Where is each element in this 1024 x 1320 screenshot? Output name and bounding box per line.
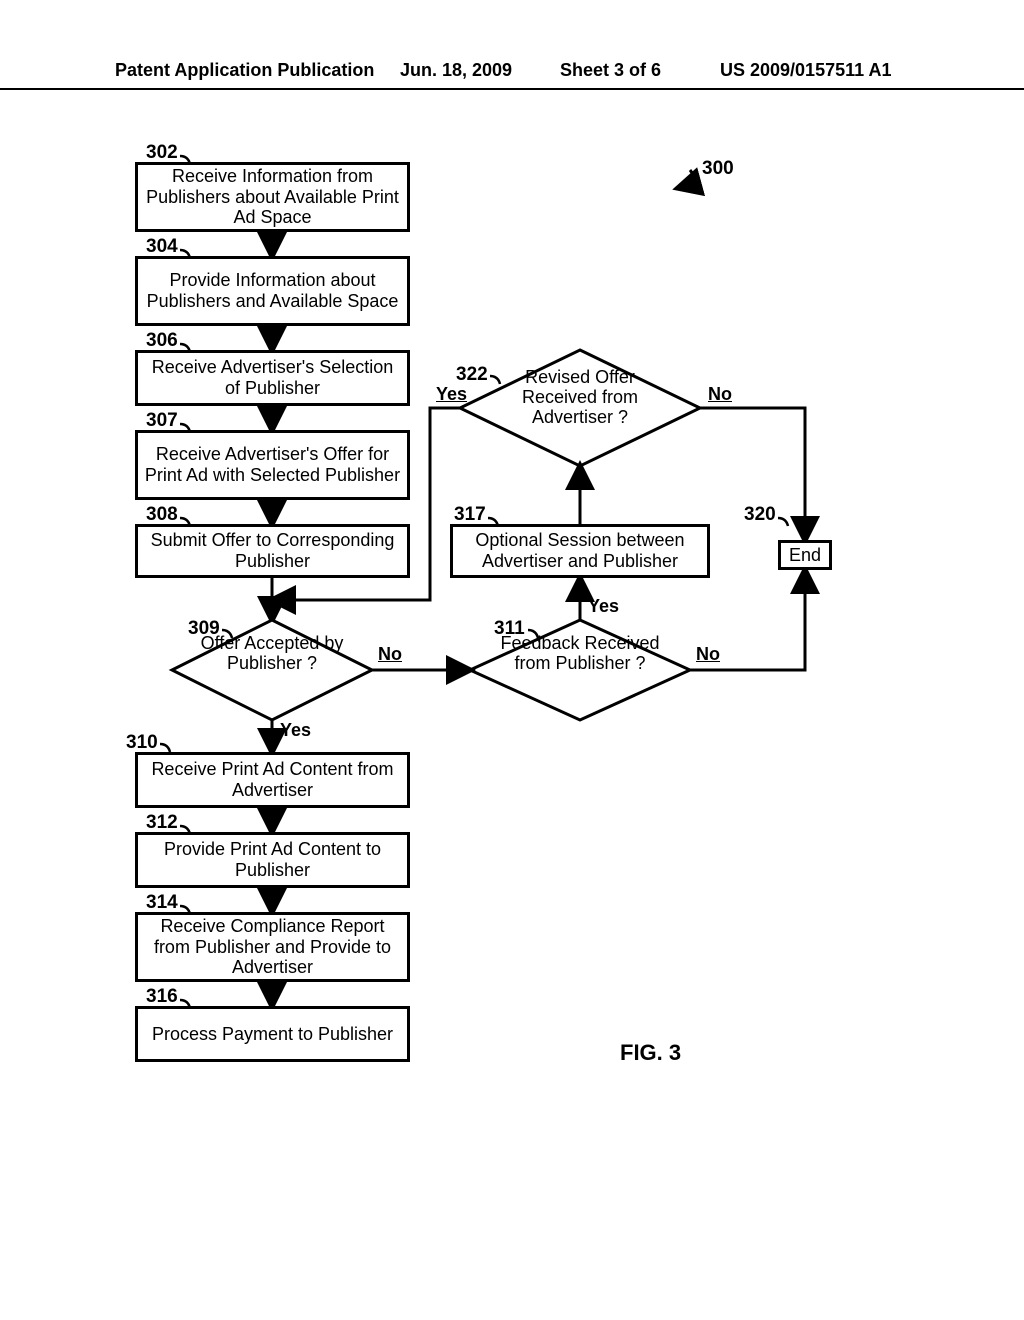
node-306: Receive Advertiser's Selection of Publis… [135,350,410,406]
ref-307: 307 [146,410,178,432]
node-317: Optional Session between Advertiser and … [450,524,710,578]
ref-304: 304 [146,236,178,258]
label-309-no: No [378,644,402,665]
node-304-text: Provide Information about Publishers and… [142,270,403,311]
node-322-text: Revised Offer Received from Advertiser ? [500,368,660,427]
ref-317: 317 [454,504,486,526]
page: Patent Application Publication Jun. 18, … [0,0,1024,1320]
label-322-no: No [708,384,732,405]
ref-300: 300 [702,158,734,180]
header-sheet: Sheet 3 of 6 [560,60,661,81]
ref-310: 310 [126,732,158,754]
ref-308: 308 [146,504,178,526]
page-header: Patent Application Publication Jun. 18, … [0,82,1024,90]
label-322-yes: Yes [436,384,467,405]
node-314-text: Receive Compliance Report from Publisher… [142,916,403,978]
node-314: Receive Compliance Report from Publisher… [135,912,410,982]
node-302: Receive Information from Publishers abou… [135,162,410,232]
node-320-text: End [789,545,821,566]
label-311-no: No [696,644,720,665]
node-307-text: Receive Advertiser's Offer for Print Ad … [142,444,403,485]
node-302-text: Receive Information from Publishers abou… [142,166,403,228]
node-310: Receive Print Ad Content from Advertiser [135,752,410,808]
node-307: Receive Advertiser's Offer for Print Ad … [135,430,410,500]
label-309-yes: Yes [280,720,311,741]
figure-label: FIG. 3 [620,1040,681,1066]
ref-316: 316 [146,986,178,1008]
ref-320: 320 [744,504,776,526]
label-311-yes: Yes [588,596,619,617]
node-317-text: Optional Session between Advertiser and … [457,530,703,571]
header-pubno: US 2009/0157511 A1 [720,60,891,81]
node-312-text: Provide Print Ad Content to Publisher [142,839,403,880]
ref-302: 302 [146,142,178,164]
ref-311: 311 [494,618,525,640]
ref-309: 309 [188,618,220,640]
flowchart-canvas: 300 Receive Information from Publishers … [90,140,934,1190]
ref-314: 314 [146,892,178,914]
node-308-text: Submit Offer to Corresponding Publisher [142,530,403,571]
header-publication: Patent Application Publication [115,60,374,81]
header-date: Jun. 18, 2009 [400,60,512,81]
node-306-text: Receive Advertiser's Selection of Publis… [142,357,403,398]
node-312: Provide Print Ad Content to Publisher [135,832,410,888]
ref-312: 312 [146,812,178,834]
ref-322: 322 [456,364,488,386]
node-310-text: Receive Print Ad Content from Advertiser [142,759,403,800]
node-316: Process Payment to Publisher [135,1006,410,1062]
ref-306: 306 [146,330,178,352]
node-304: Provide Information about Publishers and… [135,256,410,326]
node-316-text: Process Payment to Publisher [152,1024,393,1045]
node-308: Submit Offer to Corresponding Publisher [135,524,410,578]
node-320: End [778,540,832,570]
